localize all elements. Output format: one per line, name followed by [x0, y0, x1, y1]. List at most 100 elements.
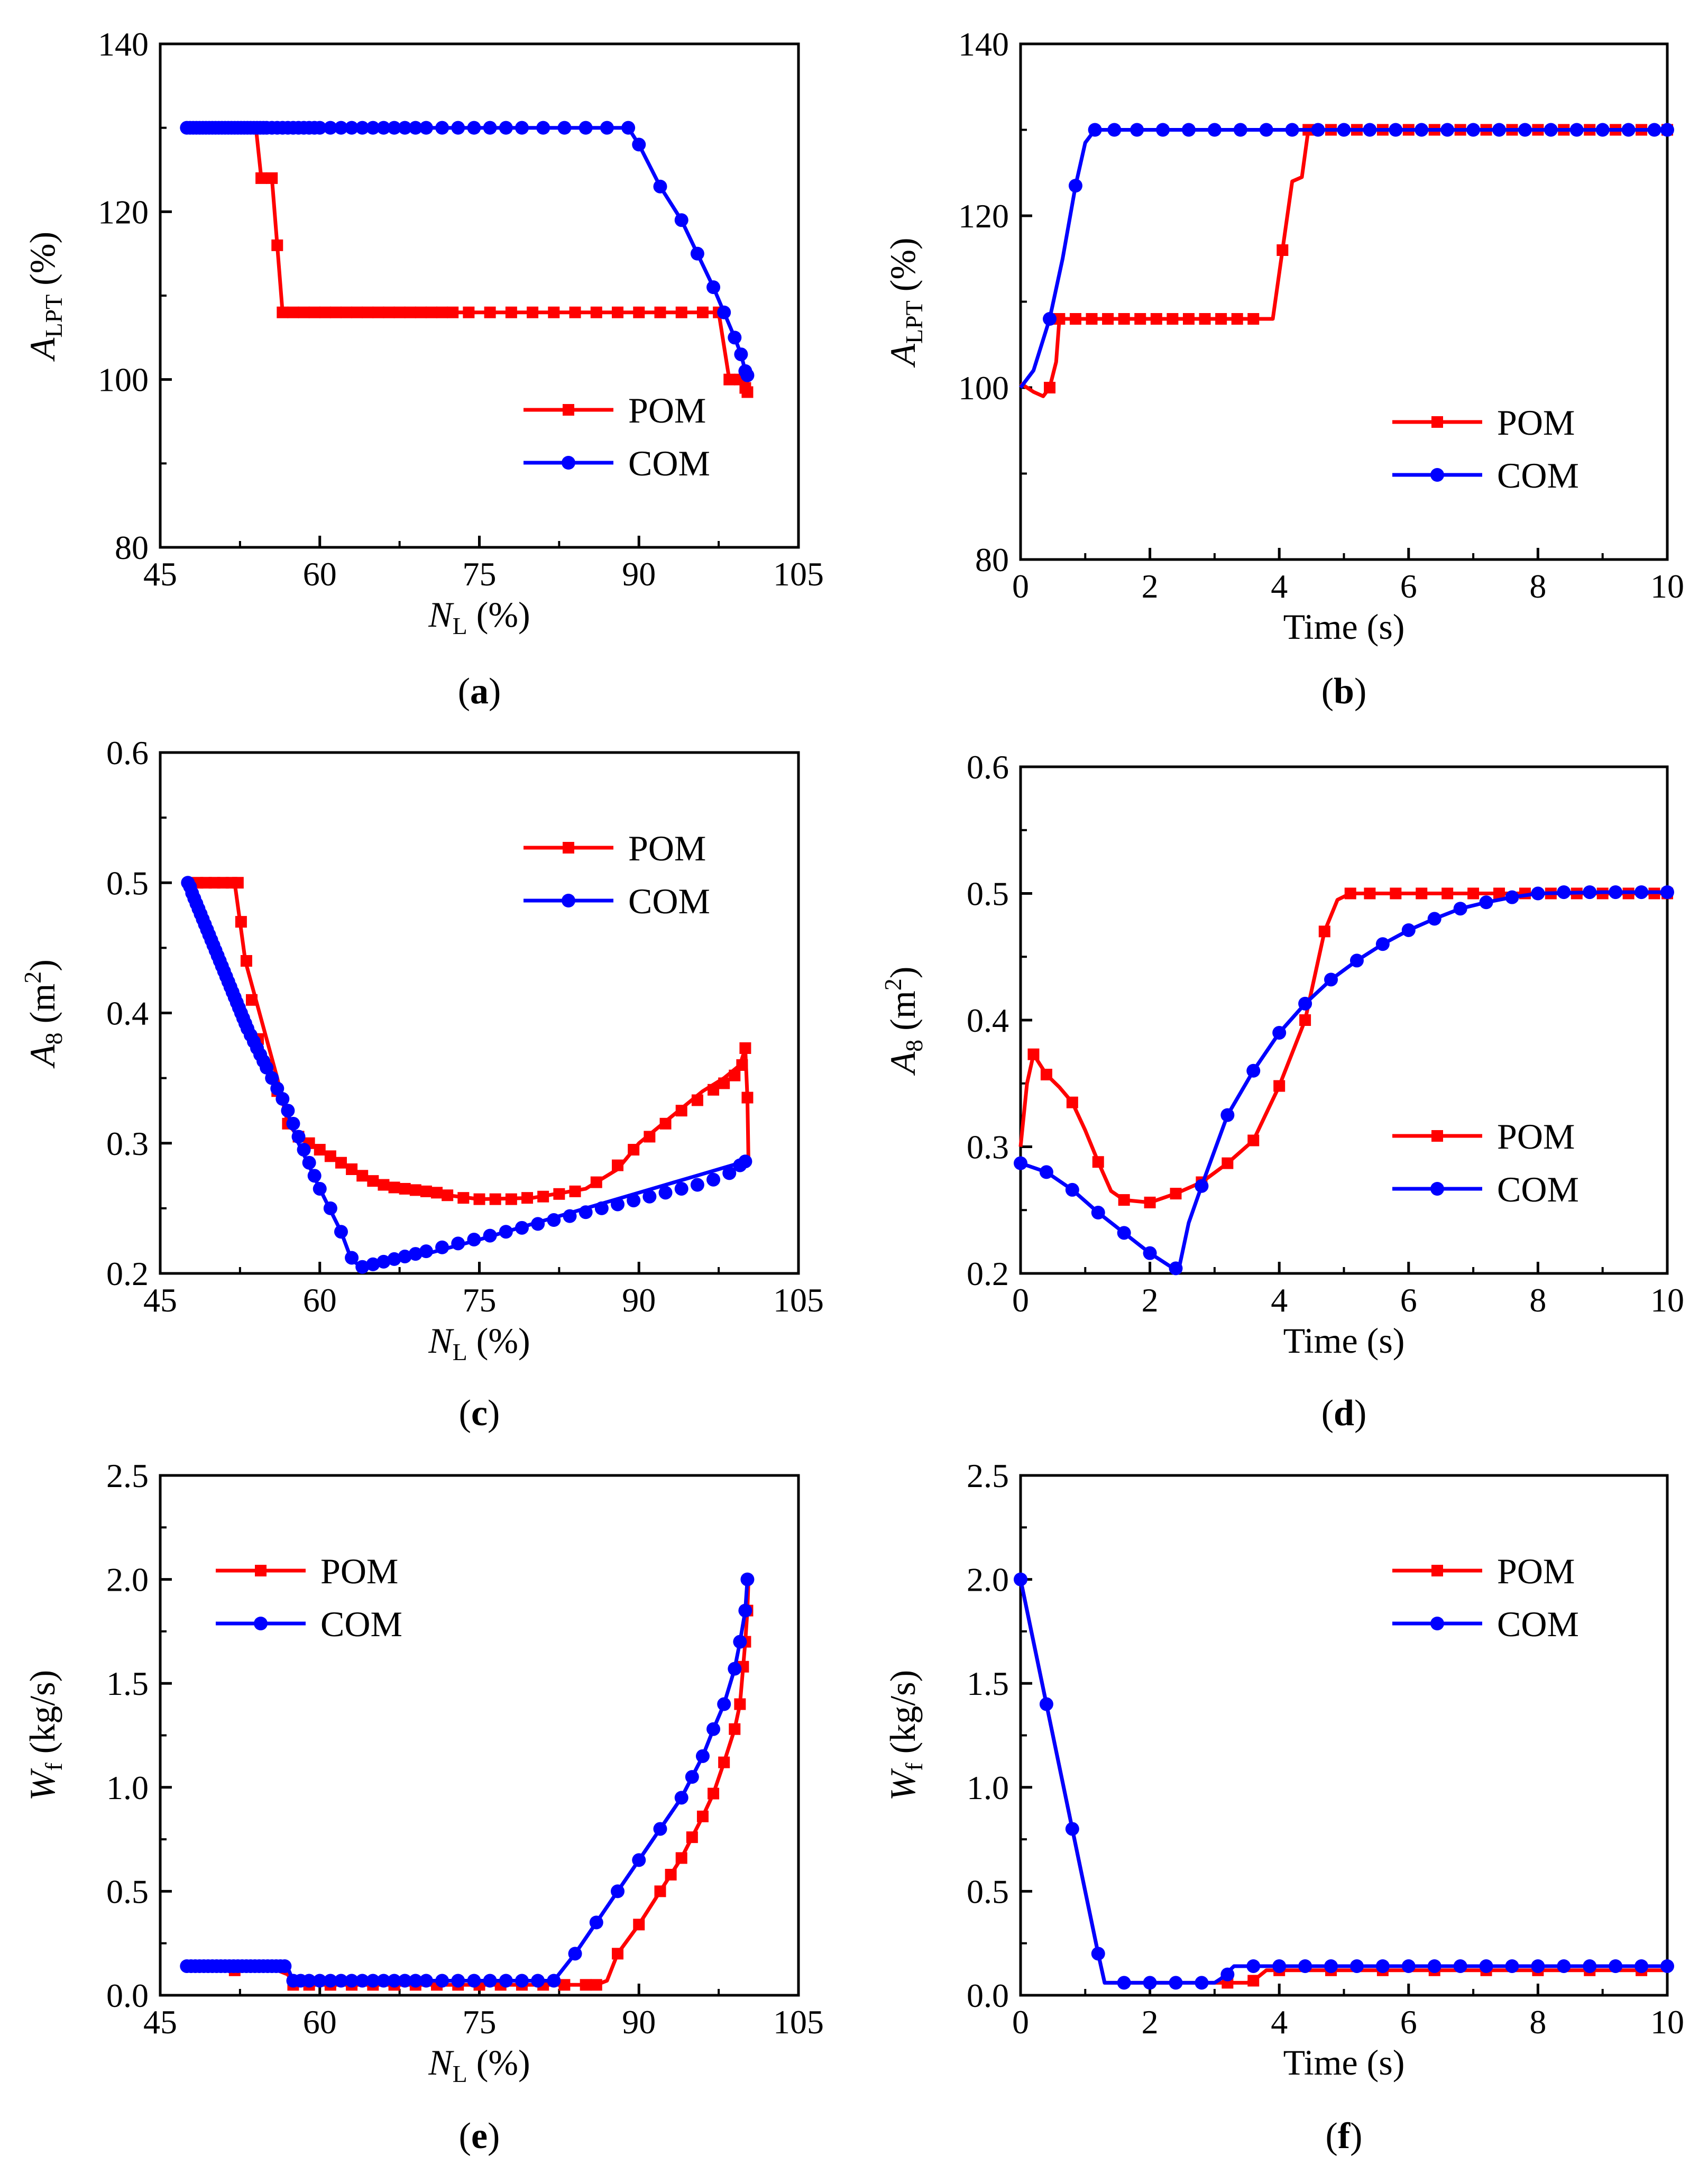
data-point — [1039, 1697, 1053, 1711]
data-point — [419, 1974, 433, 1988]
data-point — [1401, 923, 1416, 937]
data-point — [644, 1131, 656, 1143]
data-point — [740, 368, 755, 382]
y-tick-label: 1.0 — [967, 1769, 1009, 1806]
data-point — [580, 1979, 592, 1991]
series-com — [181, 876, 752, 1274]
series-line — [192, 126, 749, 393]
data-point — [653, 1822, 667, 1836]
x-tick-label: 90 — [622, 2003, 656, 2041]
chart-panel-f: 0 2 4 6 8 10 0.0 0.5 1.0 1.5 2.0 2.5 Time (s) Wf (kg/… — [883, 1457, 1684, 2157]
data-point — [387, 1974, 401, 1988]
data-point — [447, 306, 459, 318]
data-point — [499, 1225, 513, 1239]
data-point — [451, 1236, 465, 1251]
data-point — [569, 306, 581, 318]
data-point — [1349, 1959, 1364, 1973]
data-point — [419, 121, 433, 135]
data-point — [1273, 1080, 1285, 1092]
data-point — [1118, 313, 1130, 325]
data-point — [1634, 1959, 1649, 1973]
legend-marker — [1431, 416, 1443, 428]
data-point — [740, 1572, 755, 1586]
data-point — [266, 172, 278, 184]
y-tick-label: 0.3 — [967, 1129, 1009, 1166]
data-point — [1014, 1572, 1027, 1586]
data-point — [408, 121, 423, 135]
data-point — [1246, 1959, 1261, 1973]
x-tick-label: 75 — [463, 2003, 497, 2041]
data-point — [633, 1919, 645, 1931]
y-tick-label: 1.0 — [106, 1769, 149, 1806]
legend-marker — [562, 894, 575, 907]
data-point — [377, 1974, 391, 1988]
y-axis-title: ALPT (%) — [22, 232, 67, 362]
x-tick-label: 10 — [1650, 1281, 1684, 1319]
y-axis-title: ALPT (%) — [883, 237, 928, 368]
data-point — [415, 306, 427, 318]
data-point — [612, 1159, 624, 1171]
y-tick-label: 0.5 — [967, 1873, 1009, 1910]
data-point — [1324, 973, 1338, 987]
data-point — [675, 306, 687, 318]
data-point — [1220, 1108, 1235, 1122]
data-point — [590, 1979, 602, 1991]
data-point — [265, 1071, 279, 1085]
legend-label: COM — [1497, 455, 1579, 496]
data-point — [1195, 1976, 1209, 1990]
data-point — [1583, 885, 1597, 900]
data-point — [1169, 1261, 1183, 1276]
data-point — [314, 1144, 326, 1156]
data-point — [708, 1787, 720, 1800]
data-point — [1493, 887, 1505, 900]
data-point — [515, 1221, 529, 1235]
y-axis-title: A8 (m2) — [19, 959, 67, 1069]
x-tick-label: 8 — [1529, 1281, 1546, 1319]
y-tick-label: 2.5 — [967, 1457, 1009, 1494]
data-point — [467, 1974, 481, 1988]
data-point — [1130, 123, 1144, 137]
legend: POM COM — [524, 828, 710, 921]
panel-label: (e) — [459, 2116, 500, 2157]
data-point — [457, 1192, 470, 1204]
series-com — [1014, 885, 1674, 1276]
data-point — [1505, 1959, 1519, 1973]
data-point — [255, 172, 268, 184]
y-tick-label: 2.0 — [967, 1561, 1009, 1599]
x-tick-label: 10 — [1650, 2003, 1684, 2041]
y-tick-label: 0.3 — [106, 1125, 149, 1162]
data-point — [483, 1228, 497, 1243]
data-point — [594, 1201, 609, 1215]
data-point — [398, 1249, 412, 1263]
data-point — [590, 306, 602, 318]
x-tick-label: 75 — [463, 555, 497, 593]
y-tick-label: 100 — [958, 369, 1009, 407]
data-point — [612, 306, 624, 318]
data-point — [1215, 313, 1227, 325]
data-point — [1298, 996, 1312, 1011]
data-point — [383, 306, 395, 318]
legend-label: COM — [320, 1604, 402, 1644]
chart-panel-a: 45 60 75 90 105 80 100 120 140 NL (%) ALPT (%) POM C… — [22, 25, 824, 712]
y-tick-label: 1.5 — [967, 1665, 1009, 1702]
data-point — [329, 306, 342, 318]
panel-label: (c) — [459, 1393, 500, 1434]
data-point — [355, 1974, 370, 1988]
data-point — [1091, 1206, 1105, 1220]
x-tick-label: 2 — [1142, 567, 1159, 605]
data-point — [398, 1974, 412, 1988]
data-point — [568, 1947, 582, 1961]
data-point — [1150, 313, 1162, 325]
x-tick-label: 90 — [622, 1281, 656, 1319]
data-point — [729, 1069, 741, 1081]
legend: POM COM — [1392, 1551, 1579, 1644]
data-point — [628, 1144, 640, 1156]
data-point — [404, 306, 416, 318]
x-tick-label: 4 — [1271, 1281, 1288, 1319]
series-line — [1020, 890, 1667, 1270]
legend-marker — [1430, 468, 1444, 482]
data-point — [467, 121, 481, 135]
data-point — [319, 306, 331, 318]
data-point — [1143, 1976, 1157, 1990]
data-point — [467, 1232, 481, 1246]
